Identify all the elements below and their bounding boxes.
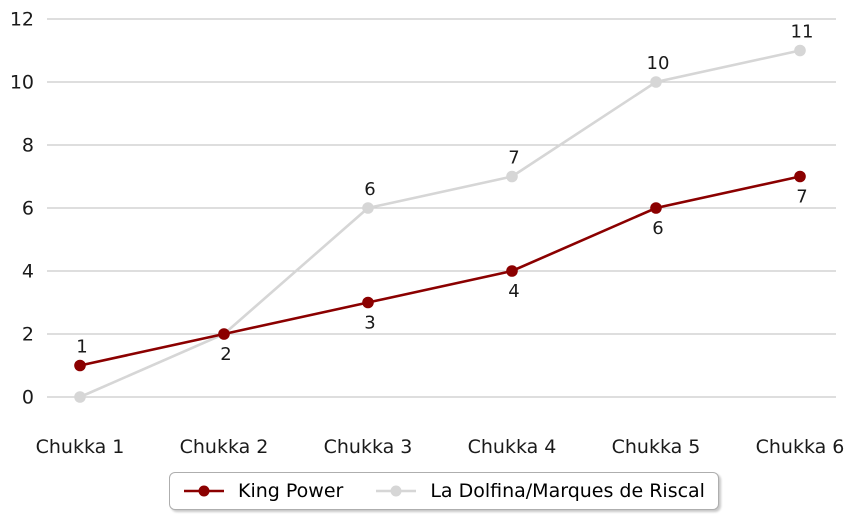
data-point [74, 359, 86, 372]
point-label: 4 [508, 281, 519, 302]
data-point [218, 328, 230, 340]
legend-item-la-dolfina: La Dolfina/Marques de Riscal [375, 479, 705, 502]
point-label: 3 [364, 313, 375, 334]
x-tick-label: Chukka 2 [180, 436, 269, 458]
legend-item-king-power: King Power [183, 479, 344, 502]
y-tick-label: 12 [10, 9, 34, 31]
y-tick-label: 4 [22, 261, 34, 283]
x-tick-label: Chukka 1 [36, 436, 125, 458]
series-line [78, 175, 802, 367]
x-tick-label: Chukka 3 [324, 436, 413, 458]
data-point [362, 296, 374, 309]
y-tick-label: 6 [22, 198, 34, 220]
point-label: 6 [652, 218, 663, 239]
line-marker-icon [376, 485, 417, 497]
point-label: 1 [76, 337, 87, 358]
y-tick-label: 10 [10, 72, 34, 94]
x-tick-label: Chukka 5 [612, 436, 701, 458]
data-point [506, 265, 518, 277]
point-label: 11 [791, 22, 814, 43]
point-label: 6 [364, 179, 375, 200]
data-point [650, 202, 662, 214]
x-tick-label: Chukka 4 [468, 436, 557, 458]
point-label: 10 [647, 53, 670, 74]
x-tick-label: Chukka 6 [756, 436, 845, 458]
series-line [78, 49, 802, 399]
data-point [794, 170, 806, 183]
y-tick-label: 2 [22, 324, 34, 346]
legend: King Power La Dolfina/Marques de Riscal [169, 472, 719, 510]
y-tick-label: 0 [22, 387, 34, 409]
data-point [506, 170, 518, 183]
y-tick-label: 8 [22, 135, 34, 157]
data-point [362, 202, 374, 214]
point-label: 7 [796, 187, 807, 208]
data-point [74, 391, 86, 403]
line-marker-icon [184, 485, 224, 497]
data-point [650, 76, 662, 88]
data-point [794, 44, 806, 57]
point-label: 2 [220, 344, 231, 365]
point-label: 7 [508, 148, 519, 169]
legend-label-king-power: King Power [238, 479, 344, 502]
legend-label-la-dolfina: La Dolfina/Marques de Riscal [430, 479, 705, 502]
